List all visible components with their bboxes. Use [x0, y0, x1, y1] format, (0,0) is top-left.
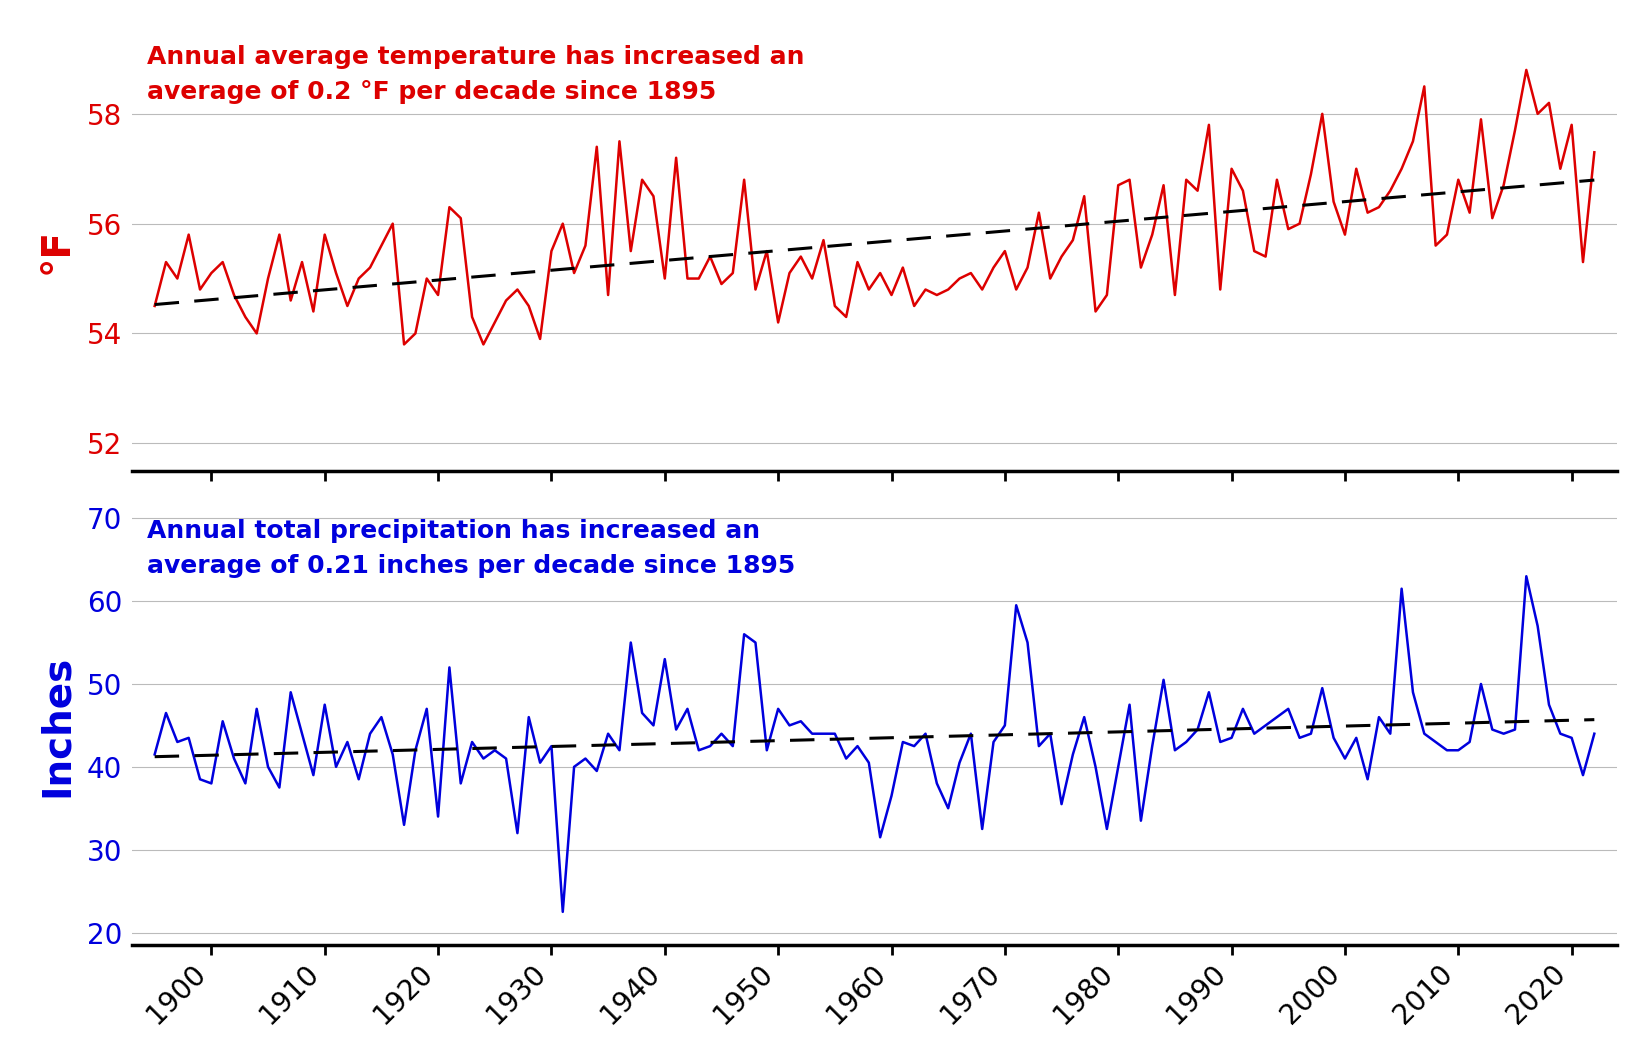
Y-axis label: °F: °F: [38, 228, 76, 274]
Text: Annual average temperature has increased an
average of 0.2 °F per decade since 1: Annual average temperature has increased…: [147, 45, 804, 104]
Text: Annual total precipitation has increased an
average of 0.21 inches per decade si: Annual total precipitation has increased…: [147, 519, 795, 579]
Y-axis label: Inches: Inches: [38, 654, 76, 797]
